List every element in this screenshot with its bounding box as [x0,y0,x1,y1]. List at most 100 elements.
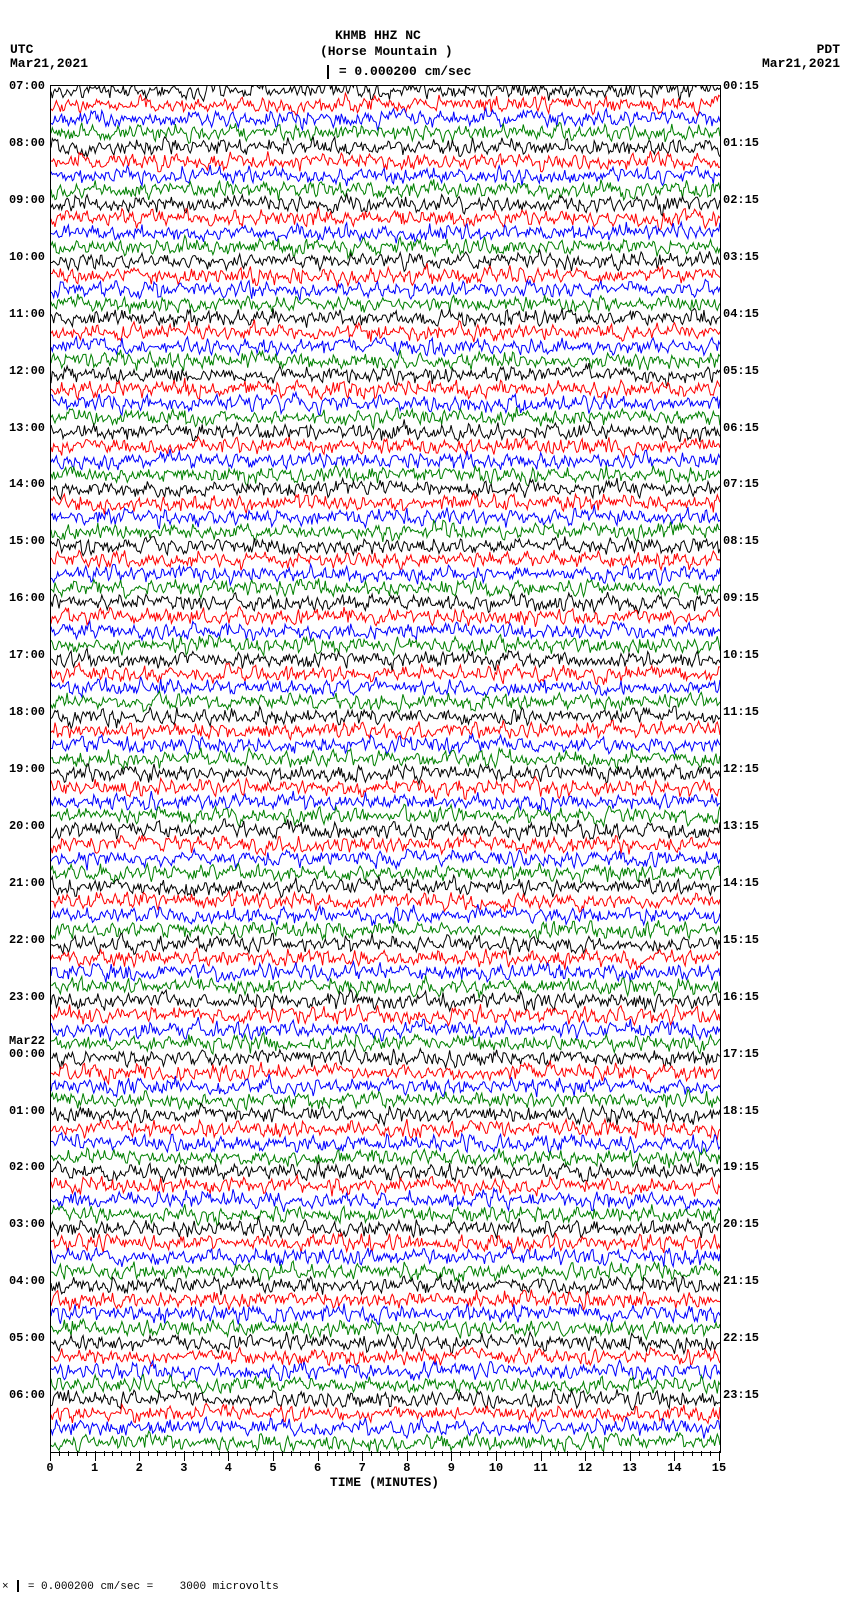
seismic-trace [51,86,720,1452]
seismic-trace [51,86,720,1452]
x-tick [585,1451,586,1461]
seismic-trace [51,86,720,1452]
scale-value: = 0.000200 cm/sec [339,64,472,79]
seismic-trace [51,86,720,1452]
x-tick [184,1451,185,1461]
x-tick [300,1451,301,1456]
seismic-trace [51,86,720,1452]
x-tick-label: 3 [180,1461,187,1475]
x-tick [523,1451,524,1456]
x-tick [335,1451,336,1456]
x-tick [104,1451,105,1456]
seismic-trace [51,86,720,1452]
x-tick [202,1451,203,1456]
x-tick [594,1451,595,1456]
x-tick [219,1451,220,1456]
seismic-trace [51,86,720,1452]
x-tick [576,1451,577,1456]
right-time-label: 14:15 [723,876,759,890]
footer-scale: × = 0.000200 cm/sec = 3000 microvolts [2,1580,279,1593]
x-tick-label: 4 [225,1461,232,1475]
x-tick [407,1451,408,1461]
seismogram-container: KHMB HHZ NC (Horse Mountain ) UTC Mar21,… [0,0,850,1613]
right-time-label: 15:15 [723,933,759,947]
seismic-trace [51,86,720,1452]
seismic-trace [51,86,720,1452]
seismic-trace [51,86,720,1452]
seismic-trace [51,86,720,1452]
seismic-trace [51,86,720,1452]
x-tick [166,1451,167,1456]
seismic-trace [51,86,720,1452]
x-tick [318,1451,319,1461]
seismic-trace [51,86,720,1452]
x-tick-label: 11 [533,1461,547,1475]
seismic-trace [51,86,720,1452]
x-tick-label: 1 [91,1461,98,1475]
scale-bar: = 0.000200 cm/sec [325,64,471,79]
x-tick-label: 10 [489,1461,503,1475]
seismic-trace [51,86,720,1452]
left-time-label: 08:00 [9,136,45,150]
x-tick [674,1451,675,1461]
seismic-trace [51,86,720,1452]
left-time-label: 23:00 [9,990,45,1004]
left-time-label: 00:00 [9,1047,45,1061]
x-tick [309,1451,310,1456]
seismic-trace [51,86,720,1452]
x-tick [434,1451,435,1456]
seismic-trace [51,86,720,1452]
seismic-trace [51,86,720,1452]
x-tick [603,1451,604,1456]
x-tick [139,1451,140,1461]
seismic-trace [51,86,720,1452]
x-tick [327,1451,328,1456]
seismic-trace [51,86,720,1452]
seismic-trace [51,86,720,1452]
x-tick [246,1451,247,1456]
right-time-label: 19:15 [723,1160,759,1174]
seismic-trace [51,86,720,1452]
right-time-label: 04:15 [723,307,759,321]
seismic-trace [51,86,720,1452]
right-time-label: 17:15 [723,1047,759,1061]
right-time-label: 01:15 [723,136,759,150]
seismic-trace [51,86,720,1452]
x-tick [77,1451,78,1456]
x-tick [630,1451,631,1461]
x-tick-label: 13 [623,1461,637,1475]
x-tick [639,1451,640,1456]
seismic-trace [51,86,720,1452]
x-tick [193,1451,194,1456]
left-time-label: 13:00 [9,421,45,435]
left-time-label: 17:00 [9,648,45,662]
seismic-trace [51,86,720,1452]
left-time-label: 11:00 [9,307,45,321]
x-tick [532,1451,533,1456]
x-tick-label: 6 [314,1461,321,1475]
x-tick [416,1451,417,1456]
x-tick [514,1451,515,1456]
seismic-trace [51,86,720,1452]
station-name: (Horse Mountain ) [320,44,453,59]
x-tick [541,1451,542,1461]
x-tick [291,1451,292,1456]
left-time-label: 01:00 [9,1104,45,1118]
left-time-label: 16:00 [9,591,45,605]
seismic-trace [51,86,720,1452]
seismic-trace [51,86,720,1452]
right-time-label: 11:15 [723,705,759,719]
x-tick [344,1451,345,1456]
seismic-trace [51,86,720,1452]
seismic-trace [51,86,720,1452]
station-id: KHMB HHZ NC [335,28,421,43]
left-time-label: 18:00 [9,705,45,719]
left-time-label: 09:00 [9,193,45,207]
footer-tick-icon [17,1580,19,1592]
seismic-trace [51,86,720,1452]
seismic-trace [51,86,720,1452]
seismic-trace [51,86,720,1452]
seismic-trace [51,86,720,1452]
x-tick [550,1451,551,1456]
seismic-trace [51,86,720,1452]
